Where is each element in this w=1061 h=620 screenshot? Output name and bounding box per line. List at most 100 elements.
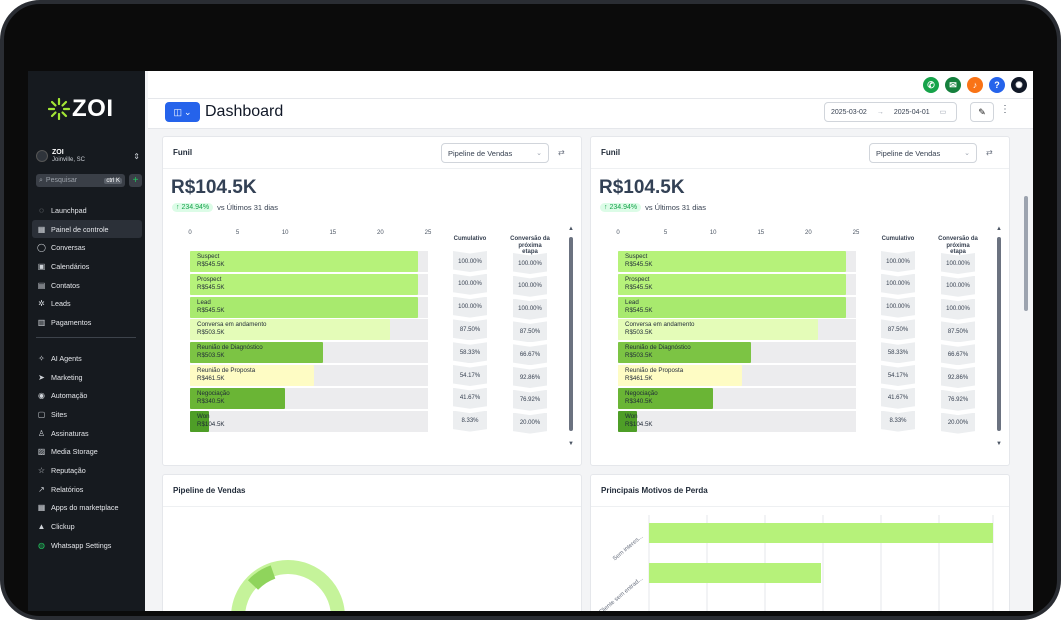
edit-button[interactable]: ✎: [970, 102, 994, 122]
donut-segment: [247, 565, 276, 591]
more-options-button[interactable]: ⋮: [1000, 104, 1010, 115]
stage-name: Lead: [625, 298, 639, 306]
scroll-up-icon[interactable]: ▲: [568, 226, 574, 232]
funnel-bar[interactable]: [190, 319, 390, 341]
scroll-down-icon[interactable]: ▼: [568, 441, 574, 447]
pencil-icon: ✎: [978, 106, 986, 117]
sidebar-item[interactable]: ▣ Calendários: [32, 257, 142, 276]
page-scrollbar[interactable]: [1024, 196, 1028, 311]
grid-icon: ▦: [37, 224, 46, 234]
cumulative-cell: 100.00%: [881, 251, 915, 272]
sidebar-item[interactable]: ◌ Launchpad: [32, 201, 142, 220]
sidebar-item-label: Relatórios: [51, 484, 84, 494]
sidebar-item[interactable]: ➤ Marketing: [32, 368, 142, 387]
cumulative-header: Cumulativo: [881, 236, 915, 242]
scroll-up-icon[interactable]: ▲: [996, 226, 1002, 232]
sidebar-item[interactable]: ▨ Media Storage: [32, 442, 142, 461]
chart-scrollbar[interactable]: [569, 237, 573, 431]
badge-icon: ♙: [37, 428, 46, 438]
date-range-picker[interactable]: 2025-03-02 → 2025-04-01 ▭: [824, 102, 957, 122]
conversion-cell: 20.00%: [513, 412, 547, 434]
funnel-bar[interactable]: [618, 342, 752, 364]
pipeline-select[interactable]: Pipeline de Vendas ⌄: [441, 143, 549, 163]
funnel-bar[interactable]: [190, 387, 286, 409]
funnel-bar[interactable]: [190, 365, 314, 386]
whatsapp-icon: ◍: [38, 540, 45, 550]
chevron-down-icon: ⌄: [536, 150, 542, 157]
card-title: Principais Motivos de Perda: [601, 486, 708, 495]
swap-icon[interactable]: ⇄: [558, 148, 565, 157]
sidebar-item[interactable]: ☆ Reputação: [32, 461, 142, 480]
phone-icon[interactable]: ✆: [923, 77, 939, 93]
conversion-cell: 100.00%: [513, 275, 547, 297]
sidebar-item[interactable]: ✲ Leads: [32, 294, 142, 313]
sidebar-item[interactable]: ▦ Apps do marketplace: [32, 499, 142, 518]
funnel-bar[interactable]: [618, 251, 847, 272]
funnel-bar[interactable]: [618, 387, 714, 409]
sidebar-item[interactable]: ↗ Relatórios: [32, 480, 142, 499]
pipeline-select[interactable]: Pipeline de Vendas ⌄: [869, 143, 977, 163]
funnel-bar[interactable]: [618, 365, 742, 386]
swap-icon[interactable]: ⇄: [986, 148, 993, 157]
trend-icon: ↗: [38, 484, 45, 494]
stage-name: Conversa em andamento: [197, 321, 267, 329]
sidebar-item[interactable]: ▥ Pagamentos: [32, 313, 142, 332]
sidebar-item[interactable]: ◯ Conversas: [32, 238, 142, 257]
cumulative-cell: 87.50%: [881, 319, 915, 341]
conversion-cell: 76.92%: [941, 389, 975, 411]
stage-amount: R$545.5K: [197, 306, 225, 314]
growth-badge: ↑ 234.94%: [172, 203, 214, 212]
funnel-bar[interactable]: [618, 296, 847, 318]
search-input[interactable]: ⌕ Pesquisar ctrl K: [36, 174, 125, 187]
account-switcher[interactable]: ZOI Joinville, SC ⇕: [36, 147, 140, 165]
quick-add-button[interactable]: +: [129, 174, 142, 187]
loss-reasons-card: Principais Motivos de Perda Sem interes.…: [590, 474, 1010, 611]
sidebar-item[interactable]: ♙ Assinaturas: [32, 424, 142, 443]
stage-amount: R$503.5K: [197, 329, 225, 337]
axis-tick: 0: [188, 230, 192, 236]
cumulative-cell: 100.00%: [453, 296, 487, 318]
funnel-bar[interactable]: [190, 251, 419, 272]
funnel-bar[interactable]: [618, 319, 818, 341]
sidebar-item-label: Marketing: [51, 372, 83, 382]
conversion-cell: 87.50%: [941, 321, 975, 343]
chevron-down-icon: ⌄: [964, 150, 970, 157]
funnel-bar[interactable]: [618, 273, 847, 295]
funnel-bar[interactable]: [190, 296, 419, 318]
help-icon[interactable]: ?: [989, 77, 1005, 93]
sidebar-item[interactable]: ▤ Contatos: [32, 276, 142, 295]
profile-icon[interactable]: ✺: [1011, 77, 1027, 93]
stage-amount: R$340.5K: [197, 397, 225, 405]
dashboard-switcher-button[interactable]: ◫ ⌄: [165, 102, 200, 122]
calendar-icon: ▭: [939, 109, 947, 116]
sidebar-item[interactable]: ▲ Clickup: [32, 517, 142, 536]
funnel-bar[interactable]: [190, 342, 324, 364]
funnel-bar[interactable]: [190, 273, 419, 295]
funnel-bar[interactable]: [190, 410, 210, 432]
stage-amount: R$545.5K: [625, 306, 653, 314]
loss-reason-bar: [649, 563, 821, 583]
funnel-bar-label: Conversa em andamento R$503.5K: [625, 321, 694, 337]
sidebar-item[interactable]: ✧ AI Agents: [32, 349, 142, 368]
sidebar-item[interactable]: ◍ Whatsapp Settings: [32, 536, 142, 555]
chart-scrollbar[interactable]: [997, 237, 1001, 431]
cumulative-cell: 54.17%: [881, 365, 915, 386]
calendar-icon: ▣: [37, 261, 46, 271]
sites-icon: ▢: [37, 409, 46, 419]
scroll-down-icon[interactable]: ▼: [996, 441, 1002, 447]
funnel-bar-label: Suspect R$545.5K: [197, 253, 225, 269]
megaphone-icon[interactable]: ✉: [945, 77, 961, 93]
funnel-bar[interactable]: [618, 410, 638, 432]
cumulative-cell: 54.17%: [453, 365, 487, 386]
axis-tick: 5: [235, 230, 240, 236]
sidebar-item[interactable]: ▦ Painel de controle: [32, 219, 142, 239]
sidebar-item[interactable]: ▢ Sites: [32, 405, 142, 424]
sidebar-item[interactable]: ◉ Automação: [32, 386, 142, 405]
axis-tick: 20: [805, 230, 812, 236]
bell-icon[interactable]: ♪: [967, 77, 983, 93]
funnel-bar-label: Prospect R$545.5K: [197, 276, 225, 292]
loss-reason-bar: [649, 523, 993, 543]
contacts-icon: ▤: [37, 280, 46, 290]
axis-tick: 25: [852, 230, 860, 236]
stage-name: Suspect: [625, 253, 648, 260]
